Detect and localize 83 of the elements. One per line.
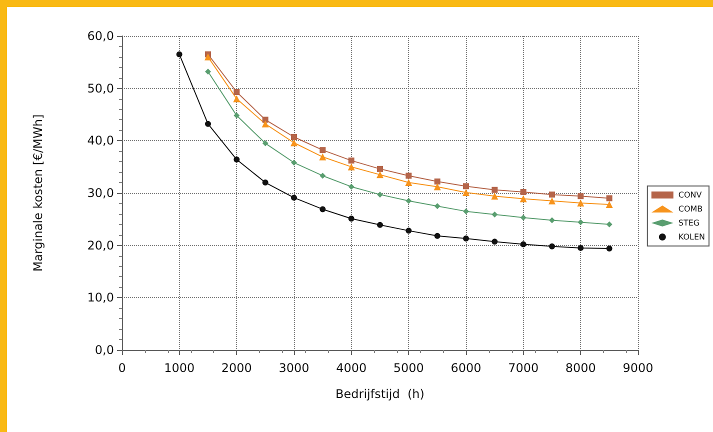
point (492, 238, 498, 245)
point (577, 199, 584, 206)
point (262, 180, 268, 186)
x-tick-label: 8000 (565, 361, 596, 375)
x-tick-label: 1000 (164, 361, 195, 375)
point (548, 197, 556, 204)
point (176, 51, 182, 58)
point (234, 112, 240, 119)
y-tick-label: 30,0 (87, 186, 114, 200)
point (463, 236, 469, 242)
point (376, 171, 384, 178)
point (520, 241, 526, 248)
legend-label: CONV (678, 190, 702, 200)
point (348, 216, 354, 222)
point (234, 156, 240, 163)
point (434, 183, 441, 190)
point (204, 53, 212, 60)
point (406, 198, 412, 204)
point (233, 95, 240, 102)
point (462, 188, 470, 196)
point (377, 222, 383, 228)
y-tick-label: 20,0 (87, 238, 114, 252)
x-tick-label: 4000 (336, 361, 367, 375)
point (434, 232, 440, 239)
point (262, 120, 269, 128)
y-tick-label: 50,0 (87, 81, 114, 96)
y-tick-label: 10,0 (87, 290, 114, 305)
point (549, 192, 555, 198)
point (291, 160, 297, 166)
point (492, 211, 498, 218)
point (291, 194, 297, 201)
x-tick-label: 9000 (622, 361, 654, 375)
point (578, 244, 584, 251)
point (578, 193, 584, 200)
point (520, 214, 526, 221)
point (463, 183, 469, 190)
point (549, 243, 555, 250)
x-tick-label: 2000 (221, 361, 252, 375)
point (406, 172, 412, 179)
point (377, 192, 383, 198)
point (606, 221, 612, 228)
point (320, 147, 326, 154)
x-tick-label: 3000 (278, 361, 310, 375)
x-tick-label: 7000 (508, 361, 539, 375)
x-tick-label: 0 (118, 361, 126, 375)
point (406, 228, 412, 234)
point (520, 195, 527, 202)
x-tick-label: 5000 (393, 361, 424, 375)
point (463, 208, 469, 214)
point (434, 203, 440, 210)
y-axis-title: Marginale kosten [€/MWh] (31, 114, 45, 272)
legend-label: STEG (678, 218, 700, 228)
point (606, 245, 612, 252)
point (377, 166, 383, 172)
point (606, 195, 612, 202)
point (262, 140, 268, 146)
point (578, 219, 584, 226)
y-tick-label: 0,0 (94, 343, 114, 357)
point (348, 184, 354, 190)
point (320, 172, 326, 179)
point (606, 201, 613, 208)
point (234, 88, 240, 95)
point (491, 192, 498, 200)
x-axis-title: Bedrijfstijd (h) (336, 387, 424, 401)
point (520, 188, 526, 195)
point (291, 134, 297, 140)
point (434, 178, 440, 184)
legend-label: KOLEN (678, 232, 706, 242)
point (319, 153, 326, 160)
point (320, 206, 326, 212)
point (549, 217, 555, 224)
y-tick-label: 40,0 (87, 134, 114, 148)
point (262, 116, 268, 123)
point (348, 158, 354, 164)
point (290, 139, 298, 146)
y-tick-label: 60,0 (87, 29, 114, 43)
point (205, 68, 211, 75)
point (205, 120, 211, 127)
x-tick-label: 6000 (450, 361, 482, 375)
point (348, 163, 355, 170)
point (492, 186, 498, 193)
point (405, 179, 412, 186)
legend-label: COMB (678, 204, 703, 214)
